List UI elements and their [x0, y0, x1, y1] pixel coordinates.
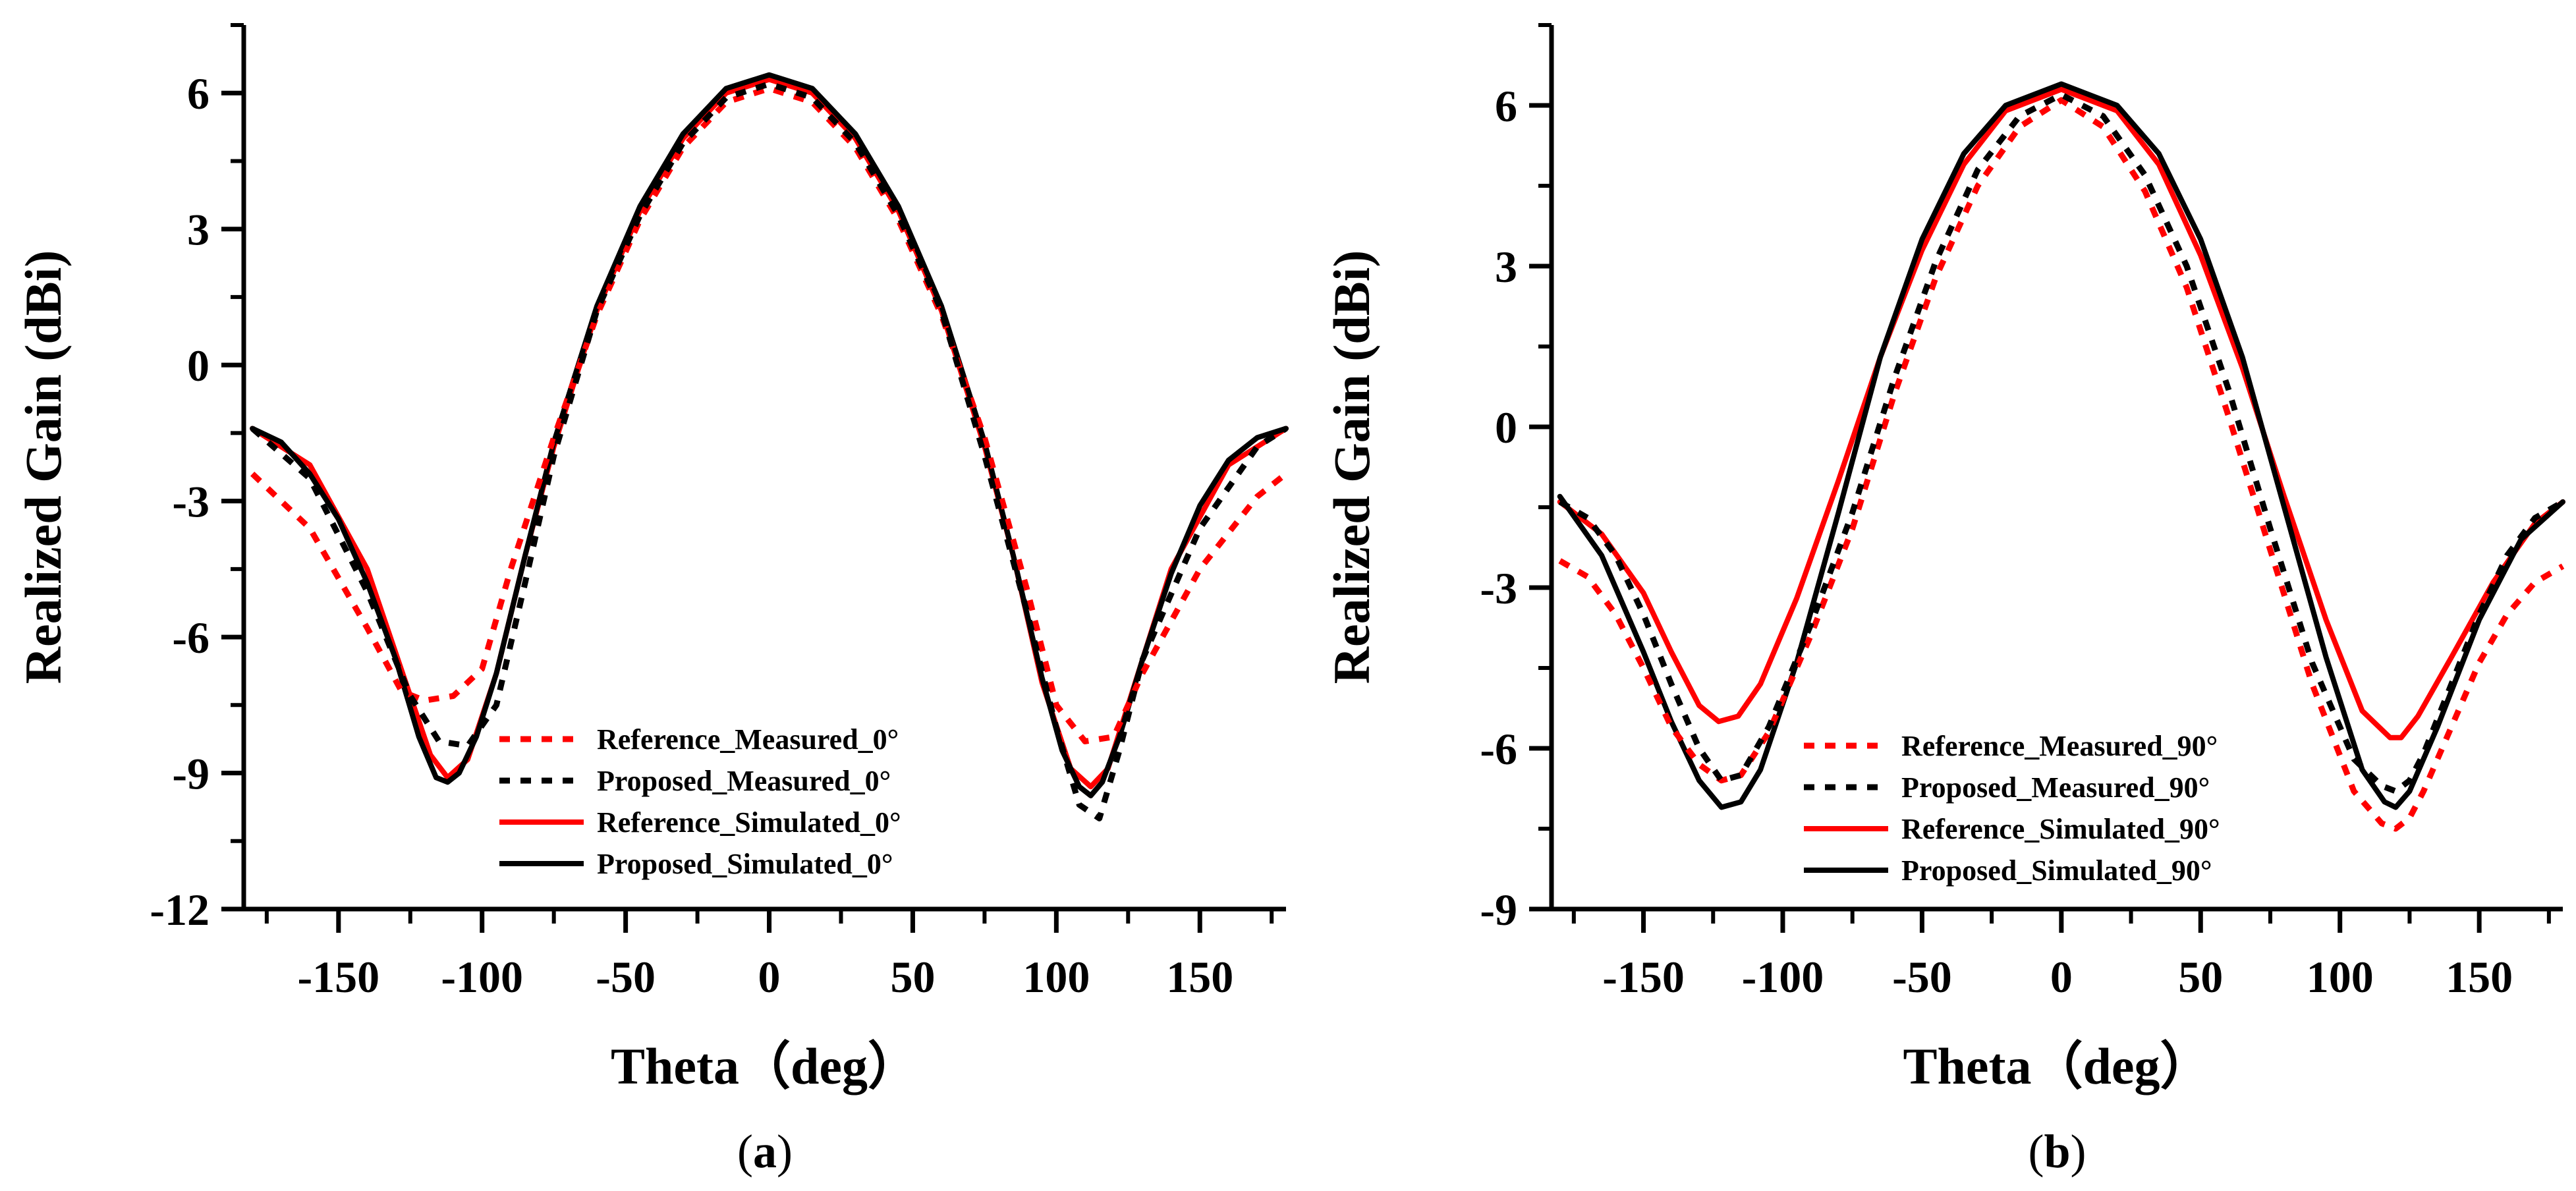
- panel-label-close-paren: ): [2071, 1125, 2086, 1178]
- y-tick-label: -6: [1480, 724, 1517, 774]
- legend-label-4: Proposed_Simulated_90°: [1901, 854, 2212, 887]
- y-tick-label: -9: [172, 749, 210, 799]
- x-tick-label: -150: [1602, 952, 1685, 1002]
- legend-label-2: Proposed_Measured_90°: [1901, 771, 2210, 804]
- y-tick-label: 0: [1495, 402, 1517, 453]
- y-tick-label: 3: [1495, 242, 1517, 292]
- chart-panel-b: -9 -6 -3 0 3 6 -150 -100 -50 0 50 100 150 Realized Ga…: [1323, 23, 2565, 1178]
- legend-label-3: Reference_Simulated_90°: [1901, 813, 2220, 845]
- y-tick-label: -9: [1480, 885, 1517, 935]
- legend-label-3: Reference_Simulated_0°: [597, 806, 901, 839]
- y-axis-title: Realized Gain (dBi): [14, 250, 72, 684]
- series-line-4: [250, 72, 1289, 798]
- x-tick-label: -100: [441, 952, 523, 1002]
- series-line-3: [250, 76, 1289, 790]
- panel-label-open-paren: (: [2028, 1125, 2044, 1178]
- panel-label: (a): [737, 1125, 793, 1178]
- legend-label-2: Proposed_Measured_0°: [597, 765, 891, 797]
- x-tick-label: 0: [2050, 952, 2073, 1002]
- legend-label-1: Reference_Measured_90°: [1901, 730, 2218, 762]
- y-tick-label: 0: [187, 341, 210, 391]
- panel-label-letter: a: [753, 1125, 777, 1178]
- legend-label-4: Proposed_Simulated_0°: [597, 848, 893, 880]
- series-line-2: [1558, 92, 2565, 794]
- y-tick-label: -3: [1480, 563, 1517, 613]
- x-tick-label: -150: [297, 952, 379, 1002]
- panel-label-close-paren: ): [777, 1125, 793, 1178]
- y-axis-title: Realized Gain (dBi): [1323, 250, 1380, 684]
- y-tick-label: 6: [187, 69, 210, 119]
- x-tick-label: 0: [758, 952, 781, 1002]
- series-line-1: [1558, 97, 2565, 832]
- panel-label: (b): [2028, 1125, 2086, 1178]
- x-tick-label: 50: [890, 952, 935, 1002]
- panel-label-open-paren: (: [737, 1125, 753, 1178]
- series-line-3: [1557, 86, 2565, 740]
- x-tick-label: -100: [1742, 952, 1824, 1002]
- series-line-4: [1557, 81, 2565, 810]
- x-tick-label: 150: [2446, 952, 2513, 1002]
- y-tick-label: 6: [1495, 81, 1517, 131]
- x-tick-label: 50: [2178, 952, 2223, 1002]
- y-tick-label: -12: [150, 885, 210, 935]
- x-tick-label: -50: [1892, 952, 1952, 1002]
- y-tick-label: -3: [172, 477, 210, 527]
- x-tick-label: 150: [1166, 952, 1233, 1002]
- series-line-2: [250, 81, 1288, 821]
- x-axis-title: Theta（deg）: [611, 1038, 919, 1095]
- panel-label-letter: b: [2044, 1125, 2070, 1178]
- legend-label-1: Reference_Measured_0°: [597, 723, 899, 756]
- x-tick-label: -50: [596, 952, 656, 1002]
- chart-panel-a: -12 -9 -6 -3 0 3 6 -150 -100 -50 0 50 100 150 Realized…: [14, 23, 1289, 1178]
- series-line-1: [250, 85, 1288, 744]
- x-axis-title: Theta（deg）: [1903, 1038, 2211, 1095]
- x-tick-label: 100: [2307, 952, 2374, 1002]
- y-tick-label: 3: [187, 205, 210, 255]
- y-tick-label: -6: [172, 613, 210, 663]
- x-tick-label: 100: [1022, 952, 1090, 1002]
